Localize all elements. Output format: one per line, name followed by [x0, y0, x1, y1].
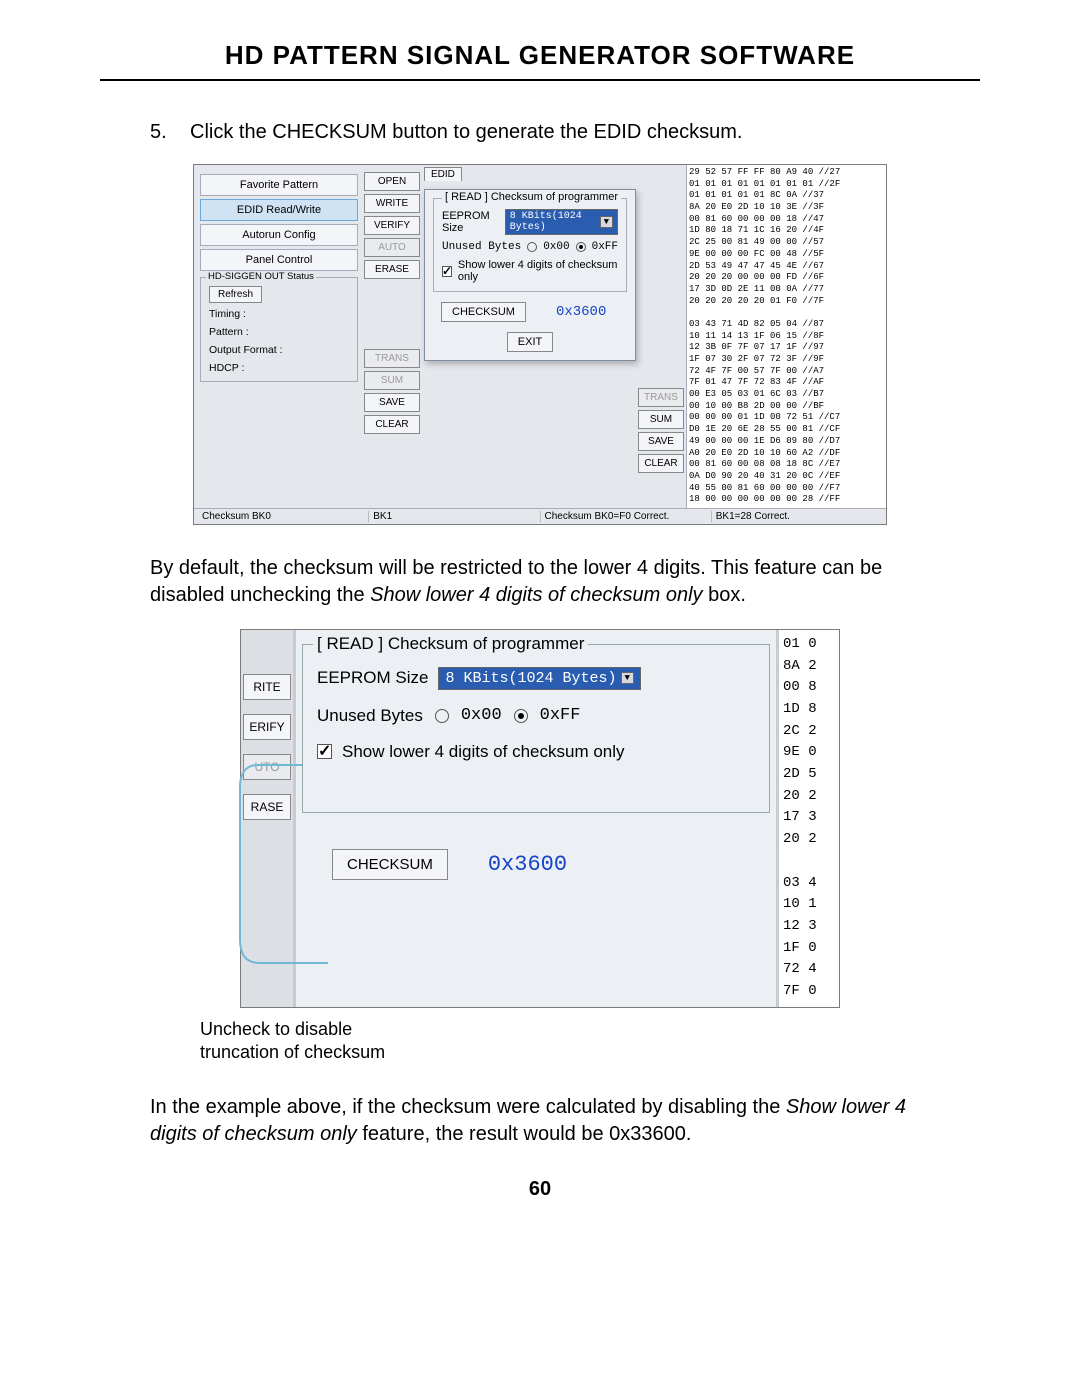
sidebar-item-edid-read-write[interactable]: EDID Read/Write: [200, 199, 358, 221]
trans-button-right[interactable]: TRANS: [638, 388, 684, 407]
page-number: 60: [100, 1178, 980, 1201]
chevron-down-icon[interactable]: ▼: [600, 216, 613, 228]
sidebar-item-favorite-pattern[interactable]: Favorite Pattern: [200, 174, 358, 196]
clear-button-right[interactable]: CLEAR: [638, 454, 684, 473]
refresh-button[interactable]: Refresh: [209, 286, 262, 303]
eeprom-size-label-zoom: EEPROM Size: [317, 668, 428, 688]
radio-0xff-zoom[interactable]: [514, 709, 528, 723]
show-lower-4-digits-label-zoom: Show lower 4 digits of checksum only: [342, 742, 625, 762]
fieldset-legend: [ READ ] Checksum of programmer: [442, 191, 621, 203]
write-button[interactable]: WRITE: [364, 194, 420, 213]
radio-0xff[interactable]: [576, 242, 586, 252]
write-button-crop[interactable]: RITE: [243, 674, 291, 700]
paragraph-2a: In the example above, if the checksum we…: [150, 1096, 786, 1118]
paragraph-1c: box.: [703, 584, 746, 606]
verify-button[interactable]: VERIFY: [364, 216, 420, 235]
timing-label: Timing :: [205, 305, 353, 323]
erase-button-crop[interactable]: RASE: [243, 794, 291, 820]
paragraph-2: In the example above, if the checksum we…: [150, 1094, 930, 1148]
instruction-step: 5. Click the CHECKSUM button to generate…: [150, 121, 930, 144]
exit-button[interactable]: EXIT: [507, 332, 553, 352]
center-panel: EDID [ READ ] Checksum of programmer EEP…: [422, 165, 638, 508]
checksum-button-zoom[interactable]: CHECKSUM: [332, 849, 448, 880]
edid-tab[interactable]: EDID: [424, 167, 462, 181]
siggen-out-status-group: HD-SIGGEN OUT Status Refresh Timing : Pa…: [200, 277, 358, 382]
eeprom-size-value-zoom: 8 KBits(1024 Bytes): [445, 670, 616, 687]
clear-button-left[interactable]: CLEAR: [364, 415, 420, 434]
sum-button-left[interactable]: SUM: [364, 371, 420, 390]
hdcp-label: HDCP :: [205, 359, 353, 377]
left-button-column: OPEN WRITE VERIFY AUTO ERASE TRANS SUM S…: [364, 165, 422, 508]
callout-line2: truncation of checksum: [200, 1042, 385, 1062]
hex-dump: 29 52 57 FF FF 80 A9 40 //27 01 01 01 01…: [686, 165, 886, 508]
paragraph-1b: Show lower 4 digits of checksum only: [370, 584, 702, 606]
title-rule: [100, 79, 980, 81]
eeprom-size-label: EEPROM Size: [442, 210, 499, 234]
trans-button-left[interactable]: TRANS: [364, 349, 420, 368]
chevron-down-icon[interactable]: ▼: [621, 672, 634, 684]
checksum-button[interactable]: CHECKSUM: [441, 302, 526, 322]
save-button-left[interactable]: SAVE: [364, 393, 420, 412]
read-checksum-fieldset-zoom: [ READ ] Checksum of programmer EEPROM S…: [302, 644, 770, 813]
sidebar-item-autorun-config[interactable]: Autorun Config: [200, 224, 358, 246]
checksum-dialog: [ READ ] Checksum of programmer EEPROM S…: [424, 189, 636, 361]
status-bk0-correct: Checksum BK0=F0 Correct.: [541, 511, 712, 522]
output-format-label: Output Format :: [205, 341, 353, 359]
save-button-right[interactable]: SAVE: [638, 432, 684, 451]
paragraph-2c: feature, the result would be 0x33600.: [357, 1123, 692, 1145]
radio-0x00-label: 0x00: [543, 241, 569, 253]
unused-bytes-label: Unused Bytes: [442, 241, 521, 253]
siggen-group-title: HD-SIGGEN OUT Status: [206, 271, 316, 282]
status-checksum-bk0: Checksum BK0: [198, 511, 369, 522]
eeprom-size-select-zoom[interactable]: 8 KBits(1024 Bytes) ▼: [438, 667, 640, 690]
screenshot-1: Favorite Pattern EDID Read/Write Autorun…: [193, 164, 887, 525]
fieldset-legend-zoom: [ READ ] Checksum of programmer: [313, 634, 588, 654]
instruction-number: 5.: [150, 121, 190, 144]
screenshot-2: RITE ERIFY UTO RASE [ READ ] Checksum of…: [240, 629, 840, 1008]
show-lower-4-digits-checkbox-zoom[interactable]: [317, 744, 332, 759]
eeprom-size-value: 8 KBits(1024 Bytes): [510, 211, 596, 233]
shot2-dialog-panel: [ READ ] Checksum of programmer EEPROM S…: [293, 630, 779, 1007]
right-button-column: TRANS SUM SAVE CLEAR: [638, 165, 686, 508]
instruction-text: Click the CHECKSUM button to generate th…: [190, 121, 930, 144]
sidebar: Favorite Pattern EDID Read/Write Autorun…: [194, 165, 364, 508]
radio-0xff-label: 0xFF: [592, 241, 618, 253]
page-title: HD PATTERN SIGNAL GENERATOR SOFTWARE: [100, 40, 980, 71]
status-bk1: BK1: [369, 511, 540, 522]
paragraph-1: By default, the checksum will be restric…: [150, 555, 930, 609]
status-bk1-correct: BK1=28 Correct.: [712, 511, 882, 522]
read-checksum-fieldset: [ READ ] Checksum of programmer EEPROM S…: [433, 198, 627, 292]
auto-button[interactable]: AUTO: [364, 238, 420, 257]
eeprom-size-select[interactable]: 8 KBits(1024 Bytes) ▼: [505, 209, 618, 235]
unused-bytes-label-zoom: Unused Bytes: [317, 706, 423, 726]
radio-0x00-zoom[interactable]: [435, 709, 449, 723]
shot2-left-column: RITE ERIFY UTO RASE: [241, 630, 293, 1007]
callout-text: Uncheck to disable truncation of checksu…: [200, 1018, 980, 1065]
auto-button-crop[interactable]: UTO: [243, 754, 291, 780]
radio-0x00-label-zoom: 0x00: [461, 706, 502, 725]
verify-button-crop[interactable]: ERIFY: [243, 714, 291, 740]
pattern-label: Pattern :: [205, 323, 353, 341]
radio-0x00[interactable]: [527, 242, 537, 252]
radio-0xff-label-zoom: 0xFF: [540, 706, 581, 725]
open-button[interactable]: OPEN: [364, 172, 420, 191]
sidebar-item-panel-control[interactable]: Panel Control: [200, 249, 358, 271]
callout-line1: Uncheck to disable: [200, 1019, 352, 1039]
erase-button[interactable]: ERASE: [364, 260, 420, 279]
hex-dump-zoom: 01 0 8A 2 00 8 1D 8 2C 2 9E 0 2D 5 20 2 …: [779, 630, 839, 1007]
checksum-result: 0x3600: [556, 304, 606, 320]
sum-button-right[interactable]: SUM: [638, 410, 684, 429]
status-bar: Checksum BK0 BK1 Checksum BK0=F0 Correct…: [194, 508, 886, 524]
show-lower-4-digits-checkbox[interactable]: [442, 266, 452, 277]
checksum-result-zoom: 0x3600: [488, 852, 567, 877]
show-lower-4-digits-label: Show lower 4 digits of checksum only: [458, 259, 618, 283]
